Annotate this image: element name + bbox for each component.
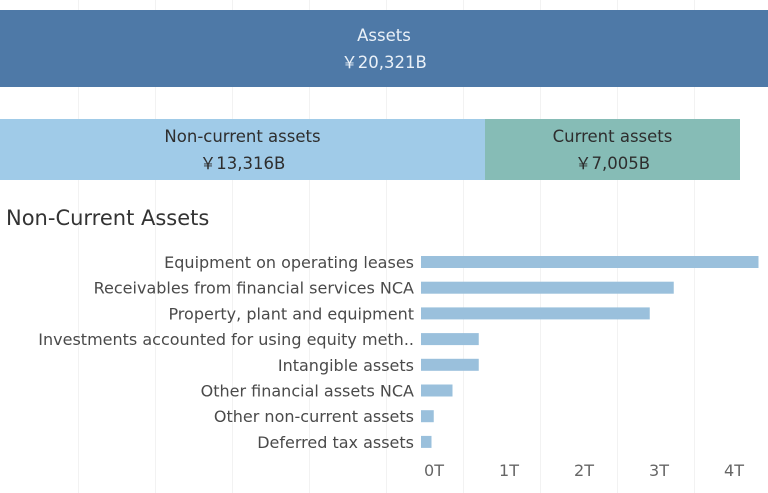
category-label: Investments accounted for using equity m…: [38, 330, 414, 349]
value-bar: [421, 333, 479, 346]
value-bar: [421, 435, 432, 448]
background-gridline: [155, 0, 156, 493]
noncurrent-assets-value: ￥13,316B: [199, 153, 286, 173]
background-gridline: [78, 0, 79, 493]
chart-title: Non-Current Assets: [6, 206, 210, 230]
background-gridline: [232, 0, 233, 493]
total-assets-value: ￥20,321B: [341, 52, 427, 72]
x-tick-label: 3T: [649, 461, 669, 480]
category-label: Receivables from financial services NCA: [94, 279, 414, 298]
category-label: Intangible assets: [278, 356, 414, 375]
total-assets-label: Assets: [357, 25, 411, 45]
noncurrent-assets-bar[interactable]: Non-current assets ￥13,316B: [0, 119, 485, 180]
current-assets-value: ￥7,005B: [574, 153, 651, 173]
background-gridline: [309, 0, 310, 493]
category-label: Property, plant and equipment: [168, 304, 414, 323]
value-bar: [421, 384, 453, 397]
background-gridline: [617, 0, 618, 493]
category-label: Equipment on operating leases: [164, 253, 414, 272]
category-label: Other financial assets NCA: [201, 382, 414, 401]
x-tick-label: 2T: [574, 461, 594, 480]
noncurrent-assets-label: Non-current assets: [164, 126, 321, 146]
background-gridline: [386, 0, 387, 493]
value-bar: [421, 256, 759, 268]
x-tick-label: 0T: [424, 461, 444, 480]
value-bar: [421, 410, 434, 423]
category-label: Deferred tax assets: [257, 433, 414, 452]
value-bar: [421, 307, 650, 320]
background-gridline: [694, 0, 695, 493]
total-assets-bar[interactable]: Assets ￥20,321B: [0, 10, 768, 87]
value-bar: [421, 358, 479, 371]
x-tick-label: 4T: [724, 461, 744, 480]
background-gridline: [540, 0, 541, 493]
background-gridline: [463, 0, 464, 493]
current-assets-label: Current assets: [552, 126, 673, 146]
current-assets-bar[interactable]: Current assets ￥7,005B: [485, 119, 740, 180]
value-bar: [421, 281, 674, 294]
category-label: Other non-current assets: [214, 407, 414, 426]
x-tick-label: 1T: [499, 461, 519, 480]
